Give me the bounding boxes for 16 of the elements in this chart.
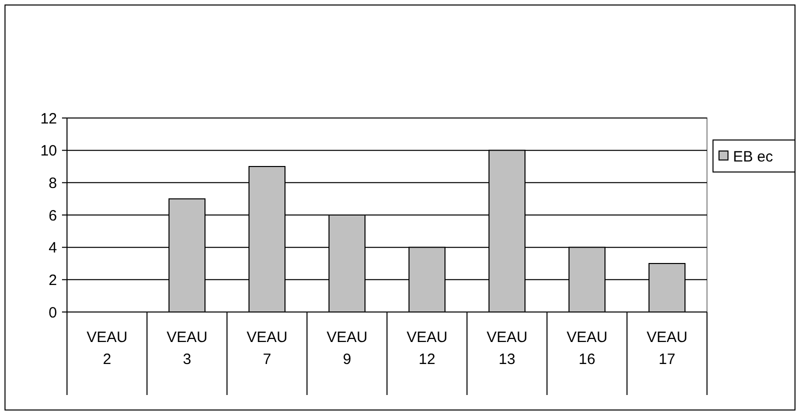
x-tick-label: VEAU 13 bbox=[486, 329, 528, 368]
y-tick-label: 2 bbox=[48, 272, 57, 289]
y-tick-label: 10 bbox=[40, 142, 57, 160]
y-tick-label: 6 bbox=[48, 207, 57, 224]
x-tick-label: VEAU 7 bbox=[246, 329, 288, 368]
y-tick-label: 4 bbox=[48, 240, 57, 257]
x-tick-label: VEAU 9 bbox=[326, 329, 368, 368]
x-tick-label: VEAU 17 bbox=[646, 329, 688, 368]
y-tick-label: 12 bbox=[40, 110, 57, 128]
x-tick-label: VEAU 16 bbox=[566, 329, 608, 368]
y-tick-label: 0 bbox=[48, 304, 57, 322]
x-tick-label: VEAU 3 bbox=[166, 329, 208, 368]
x-tick-label: VEAU 12 bbox=[406, 329, 448, 368]
x-tick-label: VEAU 2 bbox=[86, 329, 128, 368]
y-tick-label: 8 bbox=[48, 174, 57, 192]
legend-label: EB ec bbox=[733, 148, 774, 166]
